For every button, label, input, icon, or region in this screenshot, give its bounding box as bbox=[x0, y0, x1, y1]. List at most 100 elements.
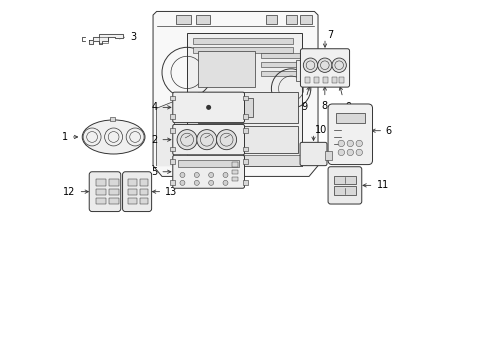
Circle shape bbox=[337, 149, 344, 156]
Text: 3: 3 bbox=[130, 32, 136, 42]
Bar bbox=[260, 71, 310, 76]
Bar bbox=[242, 114, 247, 119]
Bar bbox=[109, 198, 119, 204]
Circle shape bbox=[355, 140, 362, 147]
Circle shape bbox=[216, 130, 236, 150]
Circle shape bbox=[223, 180, 227, 185]
Bar bbox=[285, 15, 297, 24]
Bar bbox=[335, 113, 364, 123]
Bar bbox=[187, 155, 301, 166]
Ellipse shape bbox=[82, 120, 144, 154]
FancyBboxPatch shape bbox=[172, 125, 244, 155]
Circle shape bbox=[317, 58, 331, 72]
Circle shape bbox=[180, 172, 184, 177]
Text: 12: 12 bbox=[63, 186, 76, 197]
FancyBboxPatch shape bbox=[122, 172, 151, 212]
Circle shape bbox=[208, 172, 213, 177]
Circle shape bbox=[194, 180, 199, 185]
Circle shape bbox=[206, 105, 211, 110]
Bar bbox=[99, 37, 107, 42]
Bar bbox=[170, 96, 175, 100]
Circle shape bbox=[196, 130, 217, 150]
Bar bbox=[242, 128, 247, 133]
Bar bbox=[198, 126, 298, 153]
Bar bbox=[96, 179, 105, 186]
Bar bbox=[206, 98, 253, 117]
Bar bbox=[325, 151, 332, 160]
Bar bbox=[242, 96, 247, 100]
Bar bbox=[296, 60, 303, 81]
Bar bbox=[231, 177, 238, 181]
Text: 13: 13 bbox=[164, 186, 177, 197]
FancyBboxPatch shape bbox=[172, 92, 244, 123]
Bar bbox=[176, 15, 190, 24]
FancyBboxPatch shape bbox=[327, 167, 361, 204]
Bar bbox=[333, 186, 355, 195]
Bar bbox=[192, 47, 292, 53]
Circle shape bbox=[180, 180, 184, 185]
Bar bbox=[170, 114, 175, 119]
Text: 9: 9 bbox=[344, 102, 350, 112]
Bar bbox=[198, 51, 255, 87]
Bar bbox=[128, 179, 137, 186]
Circle shape bbox=[346, 140, 353, 147]
Bar bbox=[231, 162, 238, 167]
Bar bbox=[242, 147, 247, 151]
Bar bbox=[265, 15, 277, 24]
Bar bbox=[305, 77, 309, 83]
Bar bbox=[187, 33, 301, 166]
Circle shape bbox=[223, 172, 227, 177]
Circle shape bbox=[346, 149, 353, 156]
Bar bbox=[170, 180, 175, 185]
Bar bbox=[140, 189, 148, 195]
Text: 2: 2 bbox=[151, 135, 157, 145]
Bar bbox=[313, 77, 319, 83]
Bar bbox=[242, 180, 247, 185]
FancyBboxPatch shape bbox=[300, 142, 326, 166]
Bar bbox=[331, 77, 336, 83]
Bar bbox=[170, 128, 175, 133]
FancyBboxPatch shape bbox=[172, 155, 244, 188]
Circle shape bbox=[208, 180, 213, 185]
Circle shape bbox=[303, 58, 317, 72]
FancyBboxPatch shape bbox=[300, 49, 349, 87]
Circle shape bbox=[194, 172, 199, 177]
Text: 6: 6 bbox=[385, 126, 391, 136]
Bar bbox=[110, 117, 115, 121]
Text: 11: 11 bbox=[376, 180, 388, 190]
Text: 5: 5 bbox=[151, 167, 157, 177]
FancyBboxPatch shape bbox=[89, 172, 121, 212]
Bar bbox=[178, 160, 239, 167]
Text: 1: 1 bbox=[61, 132, 67, 142]
Circle shape bbox=[355, 149, 362, 156]
Bar bbox=[333, 176, 355, 184]
Bar bbox=[192, 39, 292, 44]
Text: 4: 4 bbox=[151, 102, 157, 112]
Bar bbox=[339, 77, 344, 83]
Polygon shape bbox=[156, 101, 180, 166]
Text: 8: 8 bbox=[321, 101, 327, 111]
Bar bbox=[128, 189, 137, 195]
Bar bbox=[96, 198, 105, 204]
Bar bbox=[109, 179, 119, 186]
Bar bbox=[198, 92, 298, 123]
Bar bbox=[260, 62, 310, 67]
Bar bbox=[140, 198, 148, 204]
Polygon shape bbox=[88, 34, 122, 44]
Bar bbox=[260, 53, 310, 58]
Bar bbox=[96, 189, 105, 195]
Circle shape bbox=[331, 58, 346, 72]
FancyBboxPatch shape bbox=[327, 104, 372, 165]
Bar bbox=[300, 15, 311, 24]
Circle shape bbox=[177, 130, 197, 150]
Bar bbox=[140, 179, 148, 186]
Text: 7: 7 bbox=[326, 30, 332, 40]
Bar bbox=[128, 198, 137, 204]
Bar bbox=[170, 147, 175, 151]
Bar bbox=[109, 189, 119, 195]
Circle shape bbox=[337, 140, 344, 147]
Bar bbox=[242, 159, 247, 163]
Bar bbox=[196, 15, 210, 24]
Text: 9: 9 bbox=[301, 102, 307, 112]
Bar bbox=[323, 77, 327, 83]
